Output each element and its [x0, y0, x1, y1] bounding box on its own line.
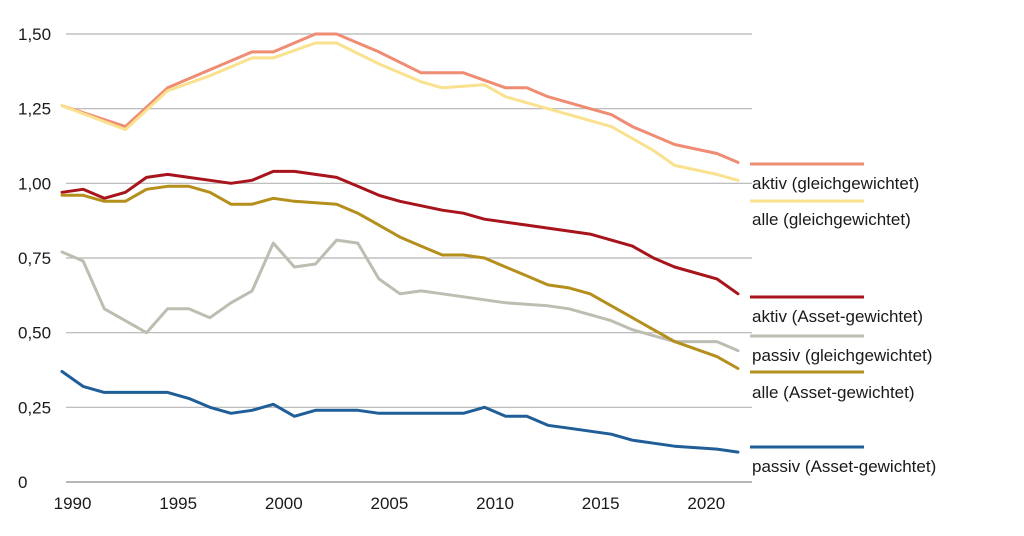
gridlines [66, 33, 752, 483]
legend-label: passiv (Asset-gewichtet) [752, 457, 936, 476]
y-axis-ticks: 0 0,25 0,50 0,75 1,00 1,25 1,50 [18, 25, 51, 492]
y-tick-label: 0,50 [18, 324, 51, 343]
x-tick-label: 1990 [54, 494, 92, 513]
legend: aktiv (gleichgewichtet) alle (gleichgewic… [750, 162, 936, 476]
legend-label: aktiv (Asset-gewichtet) [752, 307, 923, 326]
legend-label: alle (Asset-gewichtet) [752, 383, 915, 402]
y-tick-label: 1,50 [18, 25, 51, 44]
legend-label: alle (gleichgewichtet) [752, 210, 911, 229]
y-tick-label: 0,25 [18, 398, 51, 417]
series-line-5 [60, 370, 740, 454]
x-tick-label: 1995 [159, 494, 197, 513]
series-lines [60, 32, 740, 454]
x-tick-label: 2010 [476, 494, 514, 513]
y-tick-label: 0 [18, 473, 27, 492]
y-tick-label: 1,25 [18, 100, 51, 119]
y-tick-label: 1,00 [18, 174, 51, 193]
series-line-0 [60, 32, 740, 164]
legend-label: passiv (gleichgewichtet) [752, 346, 932, 365]
y-tick-label: 0,75 [18, 249, 51, 268]
x-tick-label: 2015 [582, 494, 620, 513]
x-axis-ticks: 1990 1995 2000 2005 2010 2015 2020 [54, 494, 726, 513]
legend-label: aktiv (gleichgewichtet) [752, 174, 919, 193]
series-line-3 [60, 238, 740, 353]
series-line-2 [60, 169, 740, 296]
series-line-1 [60, 41, 740, 182]
x-tick-label: 2000 [265, 494, 303, 513]
x-tick-label: 2005 [371, 494, 409, 513]
series-line-4 [60, 184, 740, 370]
x-tick-label: 2020 [687, 494, 725, 513]
